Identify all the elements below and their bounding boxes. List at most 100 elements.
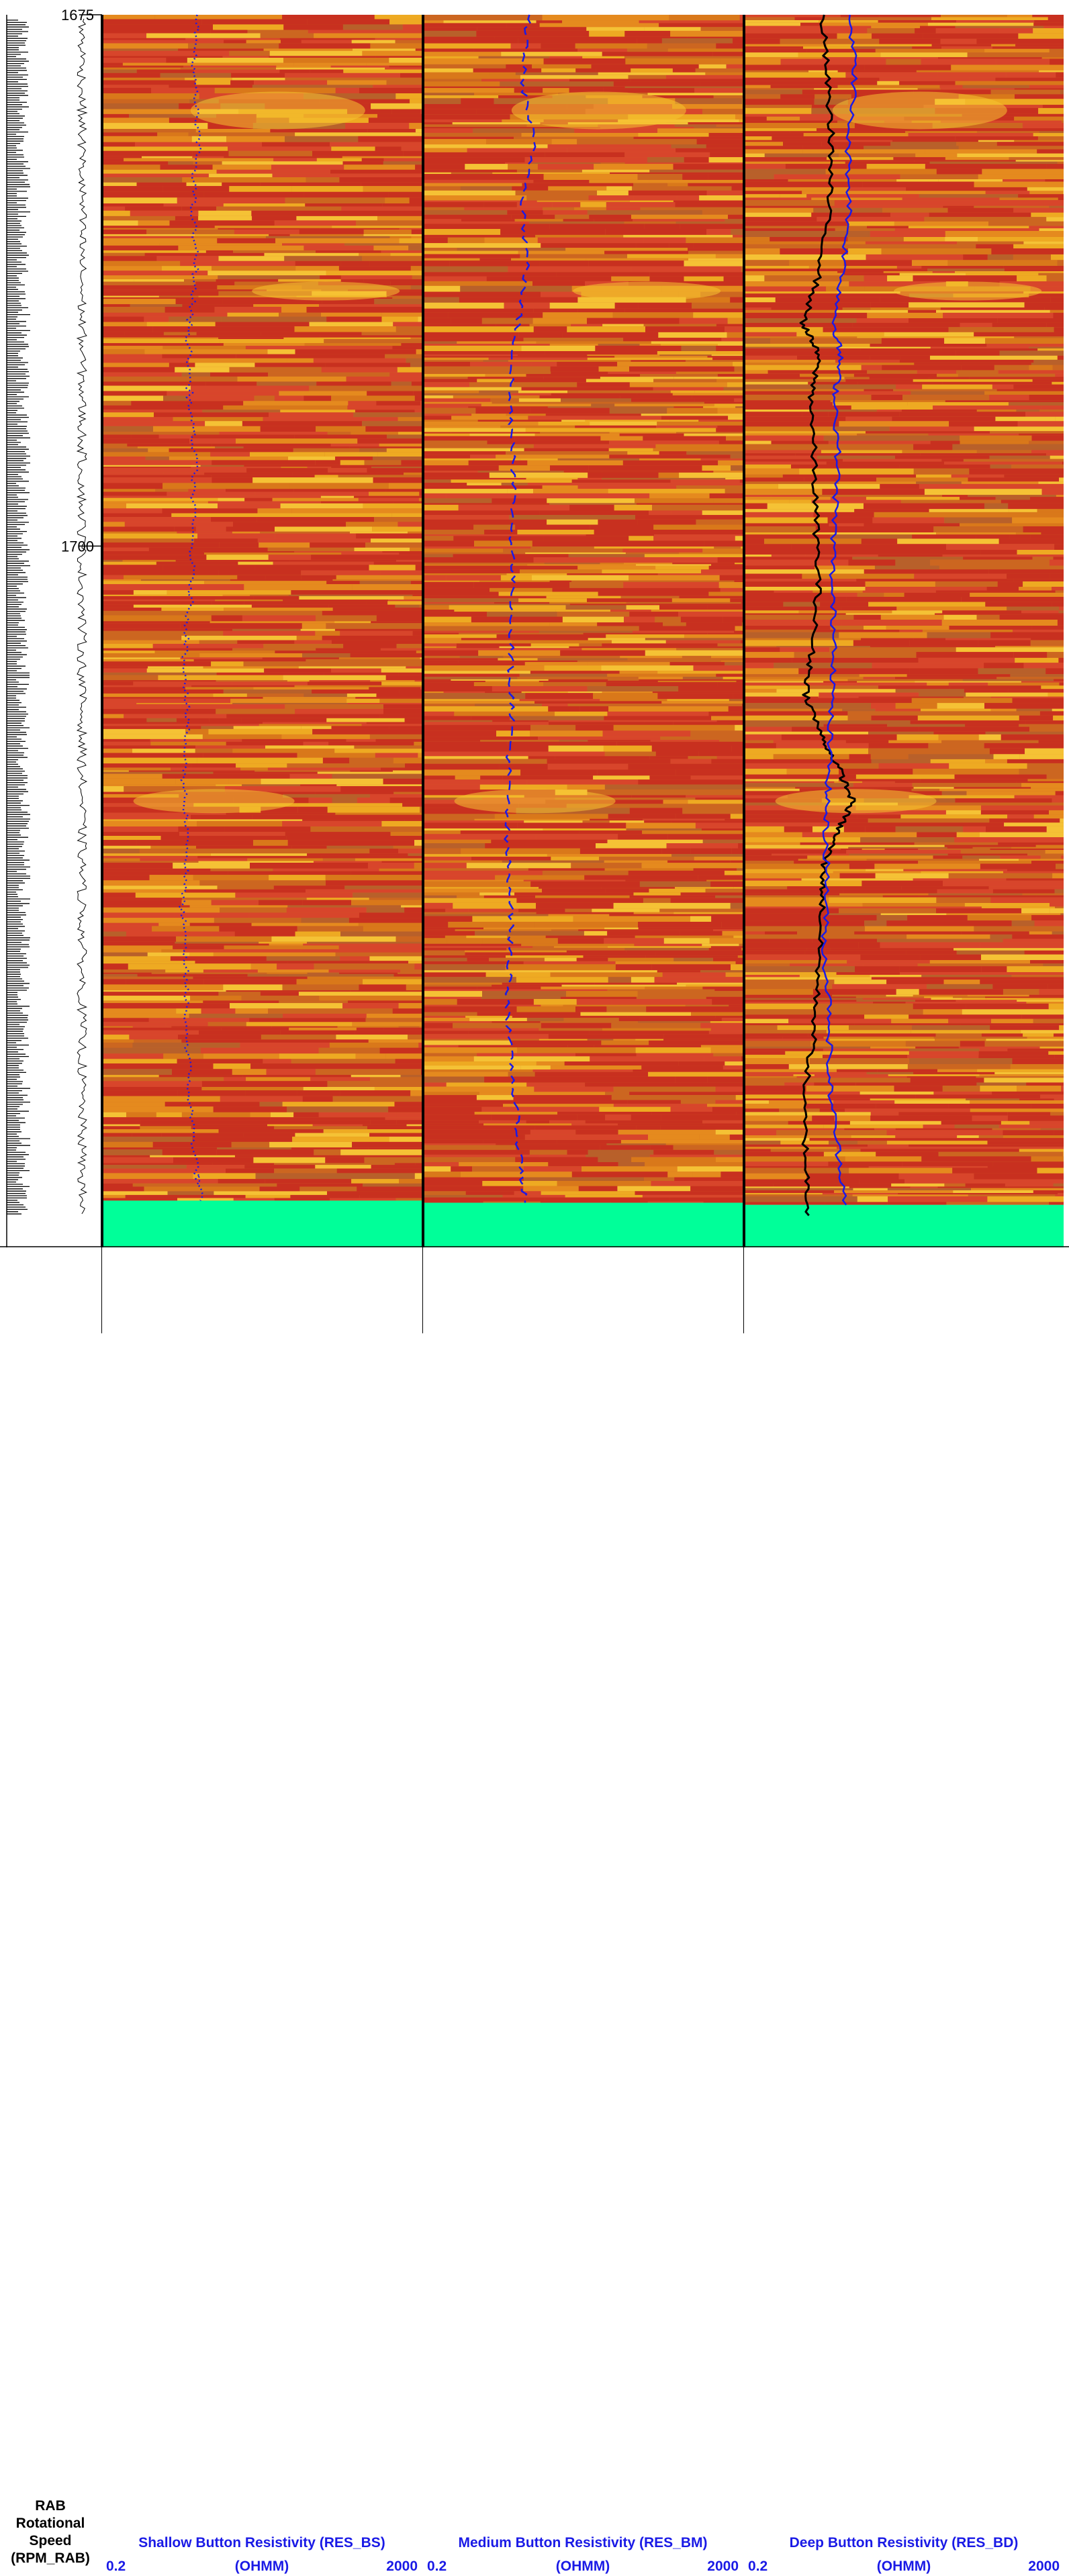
- image-band: [941, 88, 1015, 89]
- image-band: [102, 70, 137, 73]
- image-band: [423, 1021, 492, 1023]
- image-band: [913, 379, 1033, 382]
- image-band: [1052, 382, 1064, 385]
- image-band: [102, 363, 169, 367]
- image-band: [876, 49, 984, 52]
- image-band: [477, 1130, 530, 1135]
- image-band: [711, 1029, 743, 1031]
- image-band: [323, 859, 355, 861]
- image-band: [197, 821, 282, 826]
- image-band: [281, 467, 307, 468]
- image-band: [479, 56, 550, 58]
- image-band: [532, 946, 554, 948]
- image-band: [602, 324, 644, 327]
- image-band: [590, 819, 643, 821]
- image-band: [1039, 989, 1064, 995]
- image-band: [624, 31, 670, 37]
- image-band: [230, 579, 333, 581]
- image-band: [359, 448, 387, 452]
- image-band: [533, 626, 639, 631]
- image-band: [997, 318, 1064, 323]
- image-band: [733, 1140, 743, 1143]
- image-band: [571, 581, 653, 582]
- image-band: [365, 460, 402, 465]
- image-band: [453, 903, 536, 909]
- image-band: [1033, 557, 1054, 559]
- image-band: [718, 374, 743, 377]
- image-band: [398, 849, 422, 853]
- image-band: [149, 1018, 249, 1022]
- image-band: [283, 675, 386, 681]
- image-band: [208, 729, 312, 734]
- image-band: [744, 734, 782, 741]
- image-band: [220, 339, 324, 343]
- image-band: [102, 216, 175, 220]
- image-band: [236, 354, 261, 359]
- image-band: [102, 1169, 226, 1174]
- image-band: [465, 164, 508, 170]
- image-band: [309, 798, 332, 803]
- image-band: [465, 953, 565, 956]
- image-band: [102, 186, 163, 192]
- image-band: [630, 201, 673, 202]
- image-band: [1038, 273, 1064, 276]
- image-band: [253, 1157, 325, 1163]
- image-band: [102, 575, 124, 579]
- image-band: [634, 912, 674, 914]
- image-band: [787, 886, 901, 890]
- image-band: [888, 1202, 947, 1204]
- image-band: [744, 869, 866, 871]
- image-band: [657, 402, 704, 404]
- image-band: [423, 451, 506, 455]
- image-band: [530, 546, 594, 548]
- image-band: [102, 313, 228, 317]
- image-band: [102, 211, 130, 216]
- image-band: [896, 385, 922, 389]
- image-band: [827, 269, 928, 271]
- image-band: [551, 972, 663, 977]
- image-band: [840, 763, 879, 769]
- image-band: [497, 634, 606, 638]
- image-band: [346, 522, 398, 526]
- image-band: [713, 52, 743, 56]
- image-band: [249, 912, 359, 918]
- image-band: [572, 479, 671, 483]
- image-band: [423, 1191, 466, 1195]
- image-band: [959, 1047, 1040, 1049]
- image-band: [733, 235, 743, 238]
- image-band: [744, 431, 866, 434]
- image-band: [744, 1041, 810, 1047]
- image-band: [797, 356, 870, 360]
- image-band: [579, 612, 630, 617]
- image-band: [658, 573, 743, 575]
- image-band: [190, 905, 288, 907]
- image-band: [616, 704, 742, 706]
- image-band: [941, 741, 1038, 743]
- image-band: [551, 857, 599, 861]
- image-band: [867, 28, 915, 34]
- image-band: [1027, 763, 1064, 769]
- image-band: [208, 1022, 246, 1026]
- image-band: [839, 779, 920, 781]
- image-band: [543, 88, 569, 93]
- image-band: [1033, 23, 1064, 26]
- image-band: [844, 260, 912, 266]
- image-band: [956, 20, 1034, 23]
- image-band: [218, 504, 281, 509]
- image-band: [574, 128, 657, 133]
- image-band: [480, 740, 559, 742]
- image-band: [1027, 854, 1064, 856]
- image-band: [1054, 313, 1064, 318]
- image-band: [857, 318, 909, 323]
- image-band: [713, 929, 743, 931]
- image-band: [585, 1083, 702, 1087]
- image-band: [1021, 783, 1064, 787]
- image-band: [331, 146, 375, 150]
- image-band: [349, 758, 393, 764]
- image-band: [448, 312, 543, 318]
- image-band: [185, 78, 232, 81]
- image-band: [608, 958, 673, 961]
- image-band: [242, 784, 300, 786]
- image-band: [589, 195, 634, 201]
- image-band: [728, 215, 743, 220]
